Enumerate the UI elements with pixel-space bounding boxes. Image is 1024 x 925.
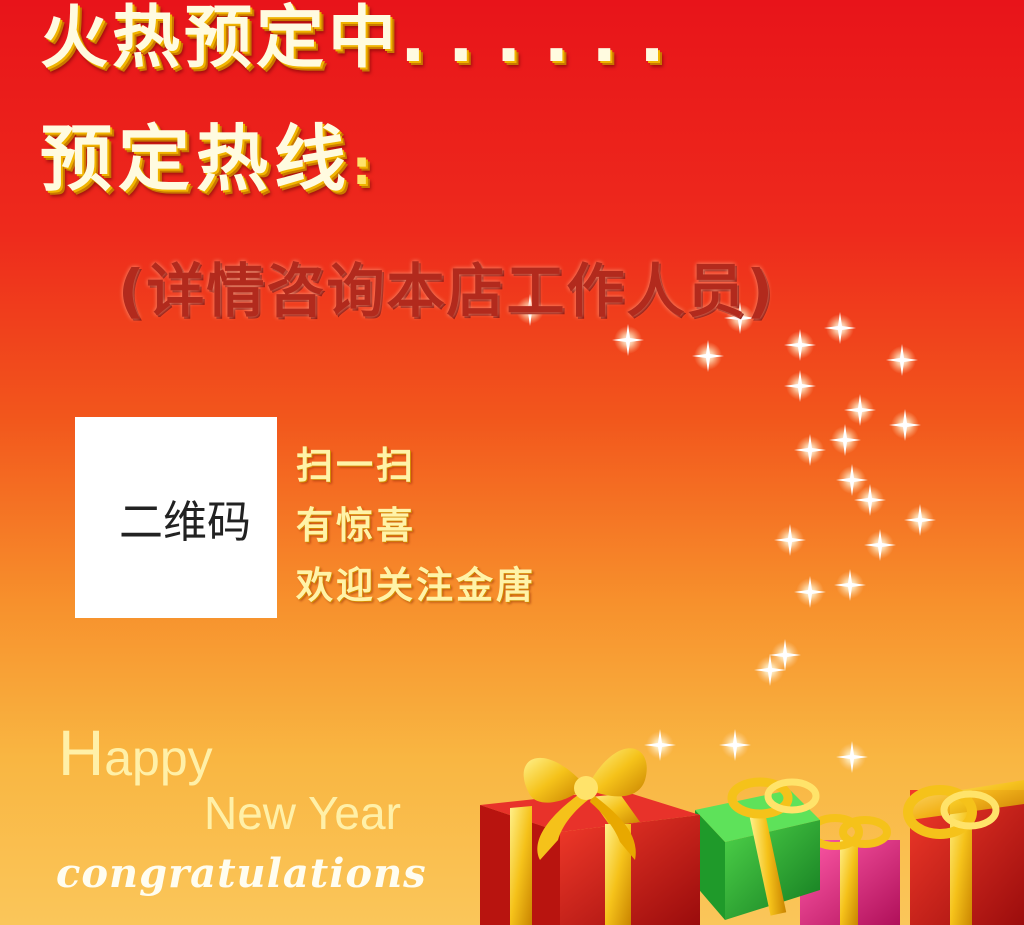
scan-line-2: 有惊喜 <box>296 504 416 547</box>
happy-rest: appy <box>104 730 213 786</box>
headline-dots: ...... <box>400 0 688 78</box>
hotline-colon: : <box>352 140 378 196</box>
qr-code-placeholder: 二维码 <box>75 417 277 618</box>
new-year-text: New Year <box>204 787 401 839</box>
scan-line-3: 欢迎关注金唐 <box>296 564 536 607</box>
headline: 火热预定中...... <box>40 0 687 81</box>
qr-placeholder-text: 二维码 <box>119 496 251 548</box>
contact-note: (详情咨询本店工作人员) <box>118 257 776 325</box>
gift-boxes-illustration <box>480 748 1024 925</box>
happy-text: Happy <box>58 716 213 790</box>
congratulations-text: congratulations <box>56 850 427 897</box>
scan-line-1: 扫一扫 <box>296 444 416 487</box>
headline-text: 火热预定中 <box>40 0 401 78</box>
hotline-text: 预定热线 <box>40 117 353 201</box>
scan-message: 扫一扫 有惊喜 欢迎关注金唐 <box>296 436 536 616</box>
happy-initial: H <box>58 717 105 789</box>
hotline-label: 预定热线: <box>40 100 377 205</box>
